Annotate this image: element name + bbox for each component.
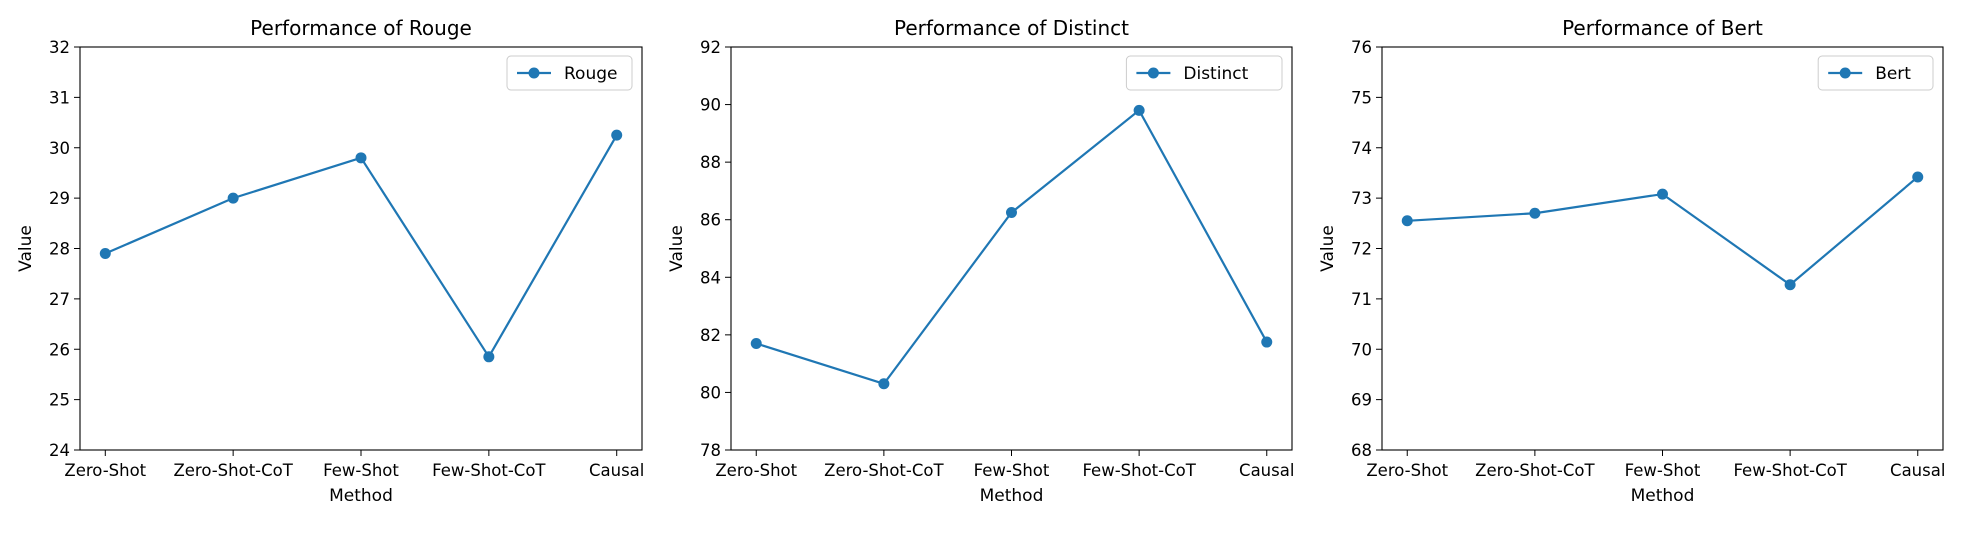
y-tick-label: 71 [1351,290,1372,309]
x-tick-label: Causal [589,461,644,480]
legend-label: Bert [1875,64,1911,84]
series-line-rouge [104,134,618,359]
y-tick-label: 26 [49,340,70,359]
data-point [1912,171,1924,183]
x-tick-label: Few-Shot [974,461,1050,480]
x-tick-label: Zero-Shot [715,461,797,480]
y-tick-label: 73 [1351,189,1372,208]
y-tick-label: 29 [49,189,70,208]
chart-title: Performance of Distinct [894,16,1129,40]
y-axis-label: Value [1318,225,1338,272]
y-tick-label: 75 [1351,88,1372,107]
legend-label: Distinct [1183,64,1248,84]
axes-frame [730,46,1293,451]
y-tick-label: 84 [700,268,721,287]
y-tick-label: 72 [1351,240,1372,259]
legend-marker [528,67,540,79]
y-tick-label: 70 [1351,340,1372,359]
y-tick-label: 28 [49,240,70,259]
data-point [1006,207,1017,219]
x-tick-label: Few-Shot-CoT [1733,461,1847,480]
x-tick-label: Causal [1239,461,1294,480]
x-tick-label: Few-Shot-CoT [1082,461,1196,480]
x-axis-label: Method [980,486,1044,506]
x-tick-label: Zero-Shot [1366,461,1448,480]
legend: Rouge [506,55,633,91]
axes-frame [79,46,643,451]
y-tick-label: 82 [700,326,721,345]
y-tick-label: 80 [700,383,721,402]
legend-marker [1147,67,1159,79]
y-tick-label: 24 [49,441,70,460]
chart-title: Performance of Bert [1562,16,1763,40]
chart-title: Performance of Rouge [250,16,472,40]
y-tick-label: 92 [700,38,721,57]
legend-box [506,55,633,91]
y-tick-label: 90 [700,96,721,115]
subplot-3: Performance of Bert 68 69 70 71 72 73 74 75 76 Zer… [1318,16,1945,506]
y-tick-label: 78 [700,441,721,460]
legend-box [1125,55,1283,91]
data-point [1529,207,1541,219]
legend-marker [1839,67,1851,79]
y-tick-label: 32 [49,38,70,57]
subplot-2: Performance of Distinct 78 80 82 84 86 88 90 92 Z… [667,16,1294,506]
y-tick-label: 31 [49,88,70,107]
axes-frame [1381,46,1944,451]
data-point [1133,104,1145,116]
x-tick-label: Zero-Shot-CoT [824,461,944,480]
legend-label: Rouge [564,64,617,84]
legend: Bert [1817,55,1934,91]
y-tick-label: 76 [1351,38,1372,57]
series-line-distinct [755,108,1268,386]
subplot-1: Performance of Rouge 24 25 26 27 28 29 30 31 32 Ze… [16,16,644,506]
y-axis-label: Value [16,225,36,272]
data-point [1784,279,1796,291]
y-tick-label: 74 [1351,139,1372,158]
y-tick-label: 69 [1351,391,1372,410]
legend-box [1817,55,1934,91]
y-tick-label: 68 [1351,441,1372,460]
x-axis-label: Method [1631,486,1695,506]
x-tick-label: Few-Shot [1625,461,1701,480]
x-tick-label: Few-Shot [323,461,399,480]
x-tick-label: Zero-Shot [64,461,146,480]
data-point [355,152,367,164]
data-point [99,248,111,260]
y-tick-label: 88 [700,153,721,172]
data-point [227,192,239,204]
x-tick-label: Zero-Shot-CoT [173,461,293,480]
y-tick-label: 86 [700,211,721,230]
y-tick-label: 30 [49,139,70,158]
y-tick-label: 27 [49,290,70,309]
data-point [1401,215,1413,227]
data-point [611,129,623,141]
x-tick-label: Few-Shot-CoT [432,461,546,480]
data-point [750,337,762,349]
x-axis-label: Method [329,486,393,506]
y-axis-label: Value [667,225,687,272]
y-tick-label: 25 [49,391,70,410]
legend: Distinct [1125,55,1283,91]
x-tick-label: Zero-Shot-CoT [1475,461,1595,480]
data-point [1261,336,1273,348]
data-point [1657,188,1668,200]
x-tick-label: Causal [1890,461,1945,480]
data-point [878,378,890,390]
data-point [483,351,495,363]
